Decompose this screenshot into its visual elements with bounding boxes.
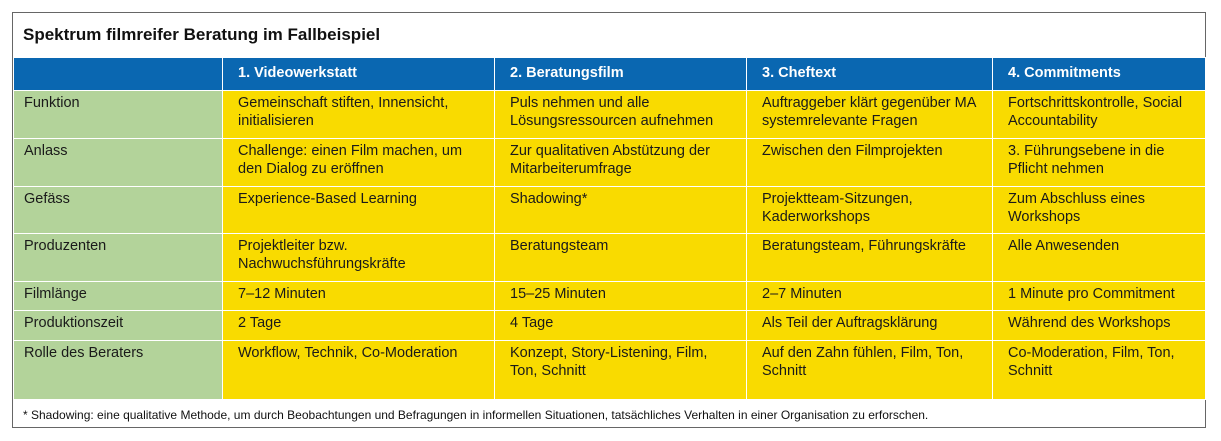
table-cell: Konzept, Story-Listening, Film, Ton, Sch… bbox=[494, 340, 747, 400]
row-label: Rolle des Beraters bbox=[13, 340, 223, 400]
table-cell: Puls nehmen und alle Lösungsressourcen a… bbox=[494, 90, 747, 139]
table-cell: Auf den Zahn fühlen, Film, Ton, Schnitt bbox=[746, 340, 993, 400]
table-cell: Zum Abschluss eines Workshops bbox=[992, 186, 1206, 234]
table-row: Filmlänge 7–12 Minuten 15–25 Minuten 2–7 Mi… bbox=[13, 281, 1206, 311]
title: Spektrum filmreifer Beratung im Fallbeis… bbox=[23, 25, 381, 44]
table-cell: 3. Führungsebene in die Pflicht nehmen bbox=[992, 138, 1206, 187]
table-cell: Als Teil der Auftragsklärung bbox=[746, 310, 993, 341]
table-cell: 4 Tage bbox=[494, 310, 747, 341]
table-cell: Beratungsteam bbox=[494, 233, 747, 282]
table-cell: Fortschrittskontrolle, Social Accountabi… bbox=[992, 90, 1206, 139]
table-cell: Projektleiter bzw. Nachwuchsführungskräf… bbox=[222, 233, 495, 282]
table-cell: Experience-Based Learning bbox=[222, 186, 495, 234]
table-cell: Zur qualitativen Abstützung der Mitarbei… bbox=[494, 138, 747, 187]
table-row: Funktion Gemeinschaft stiften, Innensicht… bbox=[13, 90, 1206, 139]
row-label: Produktionszeit bbox=[13, 310, 223, 341]
row-label: Filmlänge bbox=[13, 281, 223, 311]
table-cell: Shadowing* bbox=[494, 186, 747, 234]
table-cell: 1 Minute pro Commitment bbox=[992, 281, 1206, 311]
table-cell: Beratungsteam, Führungskräfte bbox=[746, 233, 993, 282]
table-cell: Zwischen den Filmprojekten bbox=[746, 138, 993, 187]
table-row: Produktionszeit 2 Tage 4 Tage Als Teil der … bbox=[13, 310, 1206, 341]
column-header: 3. Cheftext bbox=[746, 57, 993, 91]
column-header: 2. Beratungsfilm bbox=[494, 57, 747, 91]
row-label: Funktion bbox=[13, 90, 223, 139]
table-cell: Auftraggeber klärt gegenüber MA systemre… bbox=[746, 90, 993, 139]
header-corner bbox=[13, 57, 223, 91]
table-cell: 15–25 Minuten bbox=[494, 281, 747, 311]
table: 1. Videowerkstatt 2. Beratungsfilm 3. Chef… bbox=[13, 57, 1206, 400]
table-cell: Co-Moderation, Film, Ton, Schnitt bbox=[992, 340, 1206, 400]
table-cell: Projektteam-Sitzungen, Kaderworkshops bbox=[746, 186, 993, 234]
row-label: Produzenten bbox=[13, 233, 223, 282]
table-row: Produzenten Projektleiter bzw. Nachwuchsf… bbox=[13, 233, 1206, 282]
footnote: * Shadowing: eine qualitative Methode, u… bbox=[23, 408, 929, 422]
table-body: Funktion Gemeinschaft stiften, Innensicht… bbox=[13, 90, 1206, 400]
table-cell: 7–12 Minuten bbox=[222, 281, 495, 311]
table-row: Rolle des Beraters Workflow, Technik, Co-… bbox=[13, 340, 1206, 400]
table-cell: Workflow, Technik, Co-Moderation bbox=[222, 340, 495, 400]
header-row: 1. Videowerkstatt 2. Beratungsfilm 3. Chef… bbox=[13, 57, 1206, 91]
table-cell: Challenge: einen Film machen, um den Dia… bbox=[222, 138, 495, 187]
table-cell: Während des Workshops bbox=[992, 310, 1206, 341]
column-header: 4. Commitments bbox=[992, 57, 1206, 91]
row-label: Anlass bbox=[13, 138, 223, 187]
table-box: Spektrum filmreifer Beratung im Fallbeis… bbox=[12, 12, 1206, 428]
table-row: Gefäss Experience-Based Learning Shadowing… bbox=[13, 186, 1206, 234]
table-cell: 2 Tage bbox=[222, 310, 495, 341]
table-cell: Alle Anwesenden bbox=[992, 233, 1206, 282]
table-row: Anlass Challenge: einen Film machen, um d… bbox=[13, 138, 1206, 187]
row-label: Gefäss bbox=[13, 186, 223, 234]
column-header: 1. Videowerkstatt bbox=[222, 57, 495, 91]
table-cell: 2–7 Minuten bbox=[746, 281, 993, 311]
table-cell: Gemeinschaft stiften, Innensicht, initia… bbox=[222, 90, 495, 139]
